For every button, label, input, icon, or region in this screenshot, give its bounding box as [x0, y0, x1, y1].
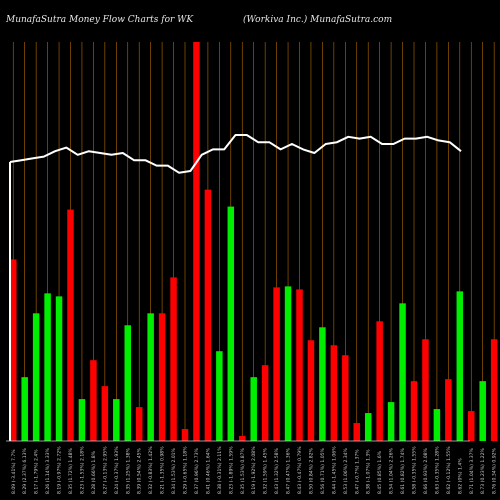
money-flow-bar: [296, 289, 303, 441]
x-tick-label: 8.47 (0.47%) 1.36%: [286, 447, 292, 494]
money-flow-bar: [55, 296, 63, 441]
x-tick-label: 8.43 (1.32%) 2.58%: [274, 447, 280, 494]
x-tick-label: 8.35 (1.25%) 1.38%: [125, 447, 131, 494]
money-flow-bar: [319, 327, 326, 441]
money-flow-bar: [101, 386, 109, 441]
money-flow-bar: [445, 379, 452, 441]
x-tick-label: 8.45 (0.85%) 1.6%: [377, 450, 383, 494]
money-flow-bar: [193, 42, 200, 441]
money-flow-bar: [387, 402, 395, 441]
x-tick-label: 8.66 (0.93%) 2.08%: [423, 447, 429, 494]
money-flow-bar: [113, 399, 120, 441]
x-tick-label: 8.73 (0.23%) 1.22%: [480, 447, 486, 494]
money-flow-bar: [250, 377, 257, 441]
x-tick-label: 8.09 (-3.41%) 7.7%: [11, 449, 17, 494]
money-flow-bar: [399, 303, 406, 441]
x-tick-label: 8.62 (0%) 1.4%: [457, 458, 463, 494]
x-tick-label: 8.76 (0.34%) 0.92%: [492, 447, 498, 494]
x-tick-label: 8.24 (-0.37%) 1.93%: [114, 446, 120, 494]
money-flow-bar: [158, 313, 166, 441]
x-tick-label: 8.21 (-1.35%) 0.98%: [160, 446, 166, 494]
x-tick-label: 8.29 (2.37%) 6.13%: [22, 447, 28, 494]
chart-title: MunafaSutra Money Flow Charts for WK: [5, 15, 194, 25]
x-tick-label: 8.62 (-0.12%) 1.55%: [446, 446, 452, 494]
money-flow-bar: [216, 351, 223, 441]
x-tick-label: 8.32 (-0.83%) 1.42%: [148, 446, 154, 494]
money-flow-bar: [239, 436, 246, 441]
money-flow-bar: [468, 411, 475, 441]
money-flow-bar: [284, 286, 292, 441]
money-flow-bar: [32, 313, 40, 441]
money-flow-bar: [204, 189, 212, 441]
money-flow-bar: [273, 287, 280, 441]
x-tick-label: 8.41 (0.46%) 1.64%: [205, 447, 211, 494]
x-tick-label: 8.19 (-0.97%) 2.72%: [57, 446, 63, 494]
x-tick-label: 8.44 (-1.45%) 1.06%: [331, 446, 337, 494]
chart-subtitle: (Workiva Inc.) MunafaSutra.com: [243, 14, 392, 25]
x-tick-label: 8.32 (1.59%) 1.45%: [263, 447, 269, 494]
money-flow-bar: [376, 321, 383, 441]
money-flow-bar: [490, 339, 498, 441]
x-tick-label: 8.38 (-0.31%) 2.11%: [217, 446, 223, 494]
x-tick-labels: 8.09 (-3.41%) 7.7% 8.29 (2.37%) 6.13% 8.17…: [11, 446, 498, 494]
x-tick-label: 8.38 (-1.07%) 1.3%: [366, 449, 372, 494]
money-flow-bar: [342, 355, 349, 441]
money-flow-bar: [10, 259, 17, 441]
money-flow-bar: [227, 206, 235, 441]
x-tick-label: 8.17 (-1.79%) 2.4%: [34, 449, 40, 494]
money-flow-bar: [135, 407, 143, 441]
x-tick-label: 8.63 (-0.35%) 1.28%: [434, 446, 440, 494]
x-tick-label: 8.29 (-0.65%) 1.18%: [183, 446, 189, 494]
money-flow-bar: [410, 381, 418, 441]
x-tick-label: 8.56 (0.71%) 1.05%: [320, 447, 326, 494]
bars-group: [10, 42, 498, 441]
money-flow-bar: [307, 340, 315, 441]
x-tick-label: 8.71 (1.04%) 3.37%: [469, 447, 475, 494]
x-tick-label: 8.37 (0.96%) 2.73%: [194, 447, 200, 494]
money-flow-bar: [353, 423, 360, 441]
x-tick-label: 8.39 (0.54%) 2.45%: [137, 447, 143, 494]
x-tick-label: 8.53 (1.06%) 2.34%: [343, 447, 349, 494]
x-tick-label: 8.28 (0.66%) 1.8%: [91, 450, 97, 494]
money-flow-bar: [44, 293, 51, 441]
x-tick-label: 8.61 (0.82%) 1.74%: [400, 447, 406, 494]
money-flow-bar: [90, 360, 97, 441]
money-flow-bar: [422, 339, 429, 441]
money-flow-bar: [330, 345, 338, 441]
money-flow-bar: [181, 429, 189, 441]
money-flow-bar: [78, 399, 86, 441]
money-flow-bar: [364, 413, 372, 441]
money-flow-bar: [479, 381, 486, 441]
x-tick-label: 8.34 (1.53%) 2.01%: [171, 447, 177, 494]
money-flow-bar: [21, 377, 28, 441]
x-tick-label: 8.19 (-1.92%) 2.08%: [251, 446, 257, 494]
price-line: [9, 134, 462, 174]
money-flow-bar: [170, 277, 177, 441]
money-flow-bar: [433, 409, 441, 441]
money-flow-bar: [124, 325, 131, 441]
x-tick-label: 8.23 (-1.53%) 2.18%: [79, 446, 85, 494]
money-flow-bar: [147, 313, 154, 441]
x-tick-label: 8.35 (1.72%) 1.48%: [68, 447, 74, 494]
x-tick-label: 8.27 (-0.13%) 2.95%: [102, 446, 108, 494]
line-group: [9, 134, 462, 441]
x-tick-label: 8.58 (-0.35%) 1.55%: [412, 446, 418, 494]
x-tick-label: 8.23 (-1.89%) 1.59%: [228, 446, 234, 494]
x-tick-label: 8.26 (1.14%) 3.33%: [45, 447, 51, 494]
x-tick-label: 8.54 (1.04%) 2.26%: [389, 447, 395, 494]
x-tick-label: 8.47 (-0.7%) 1.37%: [354, 449, 360, 494]
x-tick-label: 8.35 (1.53%) 0.87%: [240, 447, 246, 494]
money-flow-bar: [261, 365, 269, 441]
money-flow-bar: [456, 291, 464, 441]
money-flow-bar: [67, 209, 74, 441]
x-tick-label: 8.50 (0.84%) 2.82%: [308, 447, 314, 494]
x-tick-label: 8.43 (-0.47%) 0.79%: [297, 446, 303, 494]
